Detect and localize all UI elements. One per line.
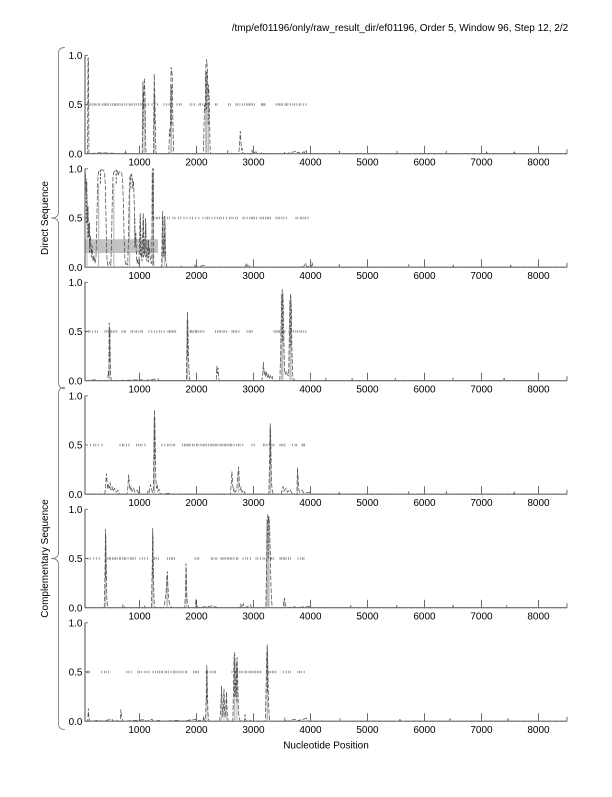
svg-text:1000: 1000 <box>128 612 151 623</box>
svg-text:4000: 4000 <box>299 271 322 282</box>
svg-text:6000: 6000 <box>413 498 436 509</box>
svg-text:0.5: 0.5 <box>69 214 83 225</box>
svg-text:5000: 5000 <box>356 385 379 396</box>
svg-text:1.0: 1.0 <box>69 392 83 403</box>
svg-text:3000: 3000 <box>242 385 265 396</box>
svg-text:7000: 7000 <box>470 271 493 282</box>
svg-text:1.0: 1.0 <box>69 165 83 176</box>
svg-text:0.0: 0.0 <box>69 149 83 160</box>
svg-text:3000: 3000 <box>242 498 265 509</box>
svg-text:4000: 4000 <box>299 725 322 736</box>
svg-text:2000: 2000 <box>185 612 208 623</box>
svg-text:4000: 4000 <box>299 385 322 396</box>
svg-text:0.0: 0.0 <box>69 490 83 501</box>
svg-text:0.5: 0.5 <box>69 441 83 452</box>
svg-text:8000: 8000 <box>527 612 550 623</box>
svg-text:0.0: 0.0 <box>69 263 83 274</box>
svg-text:6000: 6000 <box>413 725 436 736</box>
svg-text:6000: 6000 <box>413 271 436 282</box>
svg-text:3000: 3000 <box>242 612 265 623</box>
svg-text:5000: 5000 <box>356 498 379 509</box>
svg-text:7000: 7000 <box>470 385 493 396</box>
svg-text:5000: 5000 <box>356 612 379 623</box>
svg-text:Direct Sequence: Direct Sequence <box>40 181 51 255</box>
svg-text:2000: 2000 <box>185 725 208 736</box>
svg-text:1000: 1000 <box>128 271 151 282</box>
svg-text:8000: 8000 <box>527 725 550 736</box>
svg-text:4000: 4000 <box>299 158 322 169</box>
svg-text:2000: 2000 <box>185 271 208 282</box>
svg-text:7000: 7000 <box>470 158 493 169</box>
svg-text:7000: 7000 <box>470 498 493 509</box>
svg-text:0.0: 0.0 <box>69 603 83 614</box>
svg-text:1.0: 1.0 <box>69 619 83 630</box>
svg-text:1.0: 1.0 <box>69 278 83 289</box>
svg-text:Complementary Sequence: Complementary Sequence <box>40 499 51 618</box>
svg-text:7000: 7000 <box>470 612 493 623</box>
svg-text:1000: 1000 <box>128 158 151 169</box>
svg-text:1000: 1000 <box>128 725 151 736</box>
svg-text:3000: 3000 <box>242 725 265 736</box>
svg-text:1.0: 1.0 <box>69 505 83 516</box>
svg-text:2000: 2000 <box>185 385 208 396</box>
svg-text:4000: 4000 <box>299 612 322 623</box>
svg-text:6000: 6000 <box>413 385 436 396</box>
svg-text:5000: 5000 <box>356 158 379 169</box>
svg-text:0.5: 0.5 <box>69 100 83 111</box>
svg-text:0.0: 0.0 <box>69 717 83 728</box>
svg-text:Nucleotide Position: Nucleotide Position <box>283 740 369 751</box>
svg-text:3000: 3000 <box>242 158 265 169</box>
svg-text:8000: 8000 <box>527 158 550 169</box>
svg-text:5000: 5000 <box>356 271 379 282</box>
svg-text:1000: 1000 <box>128 498 151 509</box>
svg-text:8000: 8000 <box>527 271 550 282</box>
svg-text:8000: 8000 <box>527 498 550 509</box>
svg-text:6000: 6000 <box>413 612 436 623</box>
svg-text:6000: 6000 <box>413 158 436 169</box>
svg-text:1.0: 1.0 <box>69 51 83 62</box>
svg-text:7000: 7000 <box>470 725 493 736</box>
svg-text:0.0: 0.0 <box>69 376 83 387</box>
svg-text:3000: 3000 <box>242 271 265 282</box>
svg-text:4000: 4000 <box>299 498 322 509</box>
svg-text:5000: 5000 <box>356 725 379 736</box>
svg-text:8000: 8000 <box>527 385 550 396</box>
svg-text:0.5: 0.5 <box>69 327 83 338</box>
svg-text:0.5: 0.5 <box>69 668 83 679</box>
svg-text:1000: 1000 <box>128 385 151 396</box>
svg-text:2000: 2000 <box>185 158 208 169</box>
svg-text:/tmp/ef01196/only/raw_result_d: /tmp/ef01196/only/raw_result_dir/ef01196… <box>232 23 569 34</box>
svg-text:0.5: 0.5 <box>69 554 83 565</box>
svg-text:2000: 2000 <box>185 498 208 509</box>
